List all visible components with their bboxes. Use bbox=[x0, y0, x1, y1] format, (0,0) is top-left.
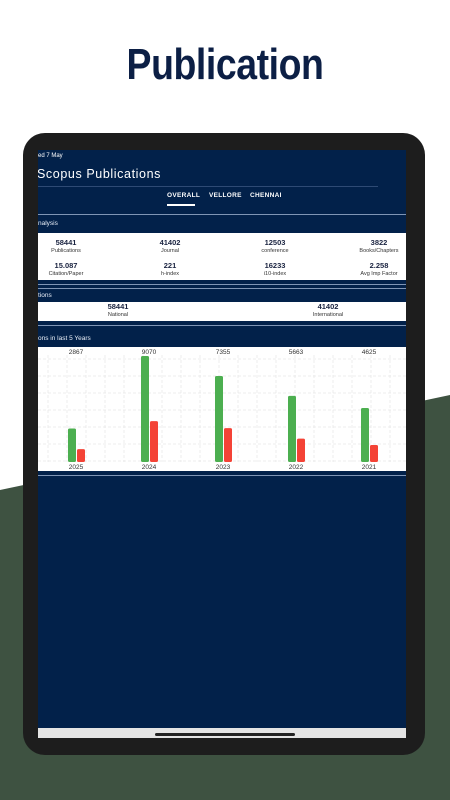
x-tick-label: 2021 bbox=[362, 464, 377, 471]
stat-label: Citation/Paper bbox=[48, 271, 84, 277]
stat-value: 3822 bbox=[370, 238, 388, 247]
chart: 2867 2025 9070 2024 7355 2023 5663 2022 4625 2021 bbox=[38, 347, 406, 471]
citation-value: 58441 bbox=[107, 302, 129, 311]
citation-label: International bbox=[312, 312, 344, 318]
stat-value: 221 bbox=[163, 261, 177, 270]
tab[interactable]: CHENNAI bbox=[250, 192, 282, 199]
section-heading: nalysis bbox=[38, 220, 58, 227]
app-title: Scopus Publications bbox=[38, 167, 161, 181]
stat-label: Journal bbox=[160, 248, 180, 254]
x-tick-label: 2023 bbox=[216, 464, 231, 471]
divider bbox=[38, 288, 406, 289]
bar bbox=[288, 395, 296, 462]
divider bbox=[38, 214, 406, 215]
screen: ed 7 May Scopus Publications OVERALL VEL… bbox=[38, 150, 406, 738]
stat-value: 12503 bbox=[264, 238, 286, 247]
stats-card: 58441 Publications 41402 Journal 12503 confer… bbox=[38, 233, 406, 280]
bar bbox=[150, 421, 158, 462]
stat-value: 58441 bbox=[55, 238, 77, 247]
bar bbox=[215, 376, 223, 462]
headline: Publication bbox=[126, 40, 324, 89]
citation-value: 41402 bbox=[317, 302, 339, 311]
stat-label: Books/Chapters bbox=[359, 248, 399, 254]
divider bbox=[38, 325, 406, 326]
bar bbox=[68, 428, 76, 462]
bar-value-label: 4625 bbox=[362, 349, 377, 356]
tab[interactable]: OVERALL bbox=[167, 192, 201, 199]
divider bbox=[38, 284, 406, 285]
section-heading: ons in last 5 Years bbox=[38, 335, 91, 342]
stat-label: Publications bbox=[51, 248, 81, 254]
bar-value-label: 9070 bbox=[142, 349, 157, 356]
bar bbox=[361, 407, 369, 462]
stat-value: 16233 bbox=[264, 261, 286, 270]
stat-label: Avg Imp Factor bbox=[360, 271, 398, 277]
tab-indicator bbox=[167, 204, 195, 206]
bar-value-label: 2867 bbox=[69, 349, 84, 356]
x-tick-label: 2025 bbox=[69, 464, 84, 471]
stat-label: conference bbox=[261, 248, 289, 254]
stat-value: 15.087 bbox=[54, 261, 78, 270]
x-tick-label: 2022 bbox=[289, 464, 304, 471]
tab[interactable]: VELLORE bbox=[209, 192, 242, 199]
divider bbox=[38, 475, 406, 476]
citation-card: 58441 National 41402 International bbox=[38, 302, 406, 321]
stat-value: 2.258 bbox=[369, 261, 389, 270]
stat-label: i10-index bbox=[263, 271, 287, 277]
bar bbox=[297, 438, 305, 462]
bar bbox=[370, 445, 378, 462]
bar bbox=[77, 449, 85, 462]
home-indicator bbox=[155, 733, 295, 736]
status-bar: ed 7 May bbox=[38, 153, 63, 159]
bar bbox=[141, 356, 149, 462]
citation-label: National bbox=[107, 312, 129, 318]
stat-value: 41402 bbox=[159, 238, 181, 247]
divider bbox=[38, 186, 378, 187]
stat-label: h-index bbox=[160, 271, 180, 277]
bar-value-label: 5663 bbox=[289, 349, 304, 356]
section-heading: tions bbox=[38, 292, 52, 299]
bar-value-label: 7355 bbox=[216, 349, 231, 356]
x-tick-label: 2024 bbox=[142, 464, 157, 471]
bar bbox=[224, 428, 232, 462]
